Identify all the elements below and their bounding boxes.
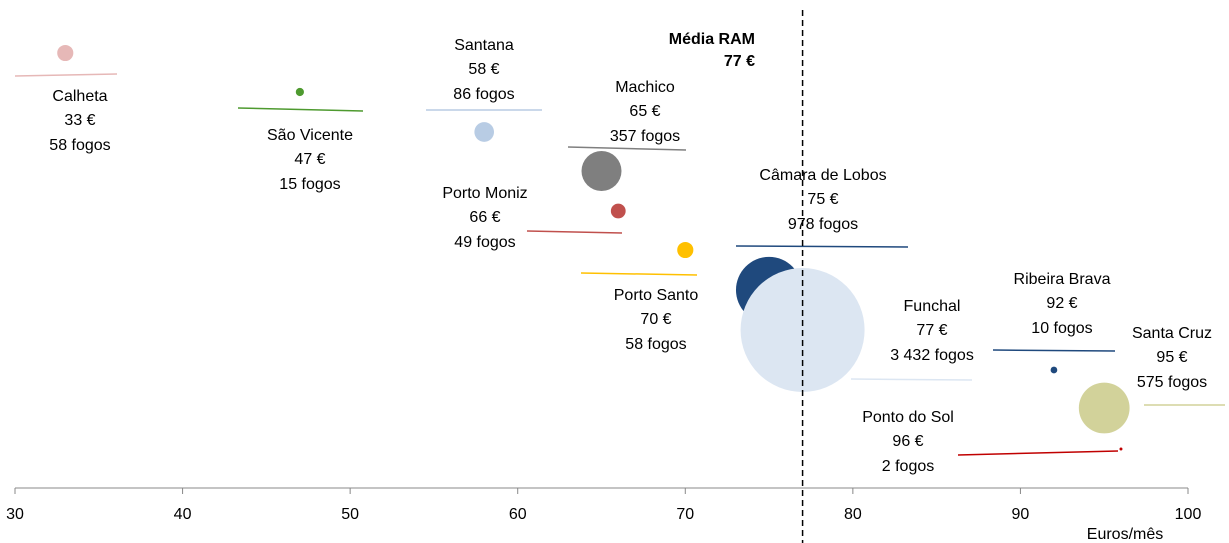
- x-tick-label: 80: [844, 506, 862, 523]
- x-tick-label: 60: [509, 506, 527, 523]
- point-value: 96 €: [892, 433, 923, 450]
- point-name: São Vicente: [267, 127, 353, 144]
- label-line: [526, 230, 623, 234]
- point-value: 58 €: [468, 61, 499, 78]
- point-value: 92 €: [1046, 295, 1077, 312]
- label-line: [735, 245, 909, 248]
- point-value: 33 €: [64, 112, 95, 129]
- x-tick-label: 70: [676, 506, 694, 523]
- bubble: [610, 203, 626, 219]
- point-size: 3 432 fogos: [890, 347, 974, 364]
- point-name: Câmara de Lobos: [759, 167, 886, 184]
- point-name: Ribeira Brava: [1014, 271, 1111, 288]
- point-value: 77 €: [916, 322, 947, 339]
- point-value: 95 €: [1156, 349, 1187, 366]
- label-line: [567, 146, 687, 151]
- reference-label: Média RAM: [669, 31, 755, 48]
- point-name: Funchal: [904, 298, 961, 315]
- point-value: 47 €: [294, 151, 325, 168]
- bubble: [474, 122, 495, 142]
- point-name: Ponto do Sol: [862, 409, 954, 426]
- x-tick-label: 100: [1175, 506, 1202, 523]
- point-name: Calheta: [52, 88, 107, 105]
- point-name: Santana: [454, 37, 514, 54]
- label-line: [957, 450, 1119, 456]
- point-name: Porto Santo: [614, 287, 699, 304]
- bubble: [677, 241, 694, 259]
- point-size: 15 fogos: [279, 176, 340, 193]
- point-size: 978 fogos: [788, 216, 858, 233]
- bubble: [1078, 382, 1130, 434]
- label-line: [992, 349, 1116, 352]
- x-tick-label: 30: [6, 506, 24, 523]
- point-size: 86 fogos: [453, 86, 514, 103]
- bubble: [1119, 447, 1123, 451]
- point-name: Santa Cruz: [1132, 325, 1212, 342]
- point-size: 58 fogos: [49, 137, 110, 154]
- label-line: [237, 107, 364, 112]
- point-value: 75 €: [807, 191, 838, 208]
- reference-value: 77 €: [724, 53, 755, 70]
- label-line: [14, 73, 118, 77]
- point-name: Machico: [615, 79, 675, 96]
- x-axis-label: Euros/mês: [1087, 526, 1163, 543]
- x-tick-label: 90: [1012, 506, 1030, 523]
- point-value: 70 €: [640, 311, 671, 328]
- bubble: [1050, 366, 1058, 374]
- point-size: 10 fogos: [1031, 320, 1092, 337]
- bubble: [57, 44, 74, 62]
- point-size: 58 fogos: [625, 336, 686, 353]
- bubble: [581, 151, 622, 191]
- x-tick-label: 40: [174, 506, 192, 523]
- point-size: 2 fogos: [882, 458, 934, 475]
- point-size: 49 fogos: [454, 234, 515, 251]
- bubble: [295, 87, 304, 97]
- point-value: 65 €: [629, 103, 660, 120]
- point-size: 357 fogos: [610, 128, 680, 145]
- point-size: 575 fogos: [1137, 374, 1207, 391]
- point-value: 66 €: [469, 209, 500, 226]
- label-line: [850, 378, 973, 381]
- label-line: [580, 272, 698, 276]
- x-tick-label: 50: [341, 506, 359, 523]
- point-name: Porto Moniz: [442, 185, 527, 202]
